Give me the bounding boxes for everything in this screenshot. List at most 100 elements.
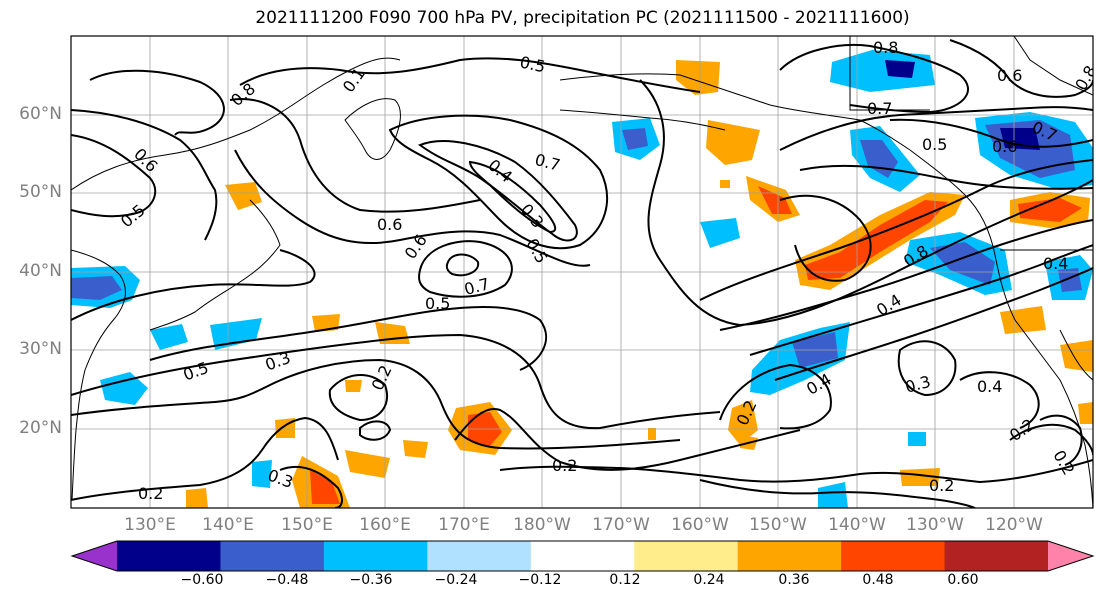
coastline-north-america [909,149,1093,508]
lat-label: 40°N [19,261,62,281]
map-content: 0.8 0.5 0.1 0.6 0.8 0.7 0.6 0.5 0.7 0.8 … [71,36,1093,508]
border-line [1013,36,1093,96]
contour-line [779,106,1093,151]
colorbar-cell [117,541,222,571]
precip-blob [310,470,340,504]
colorbar-tick-label: −0.12 [518,572,562,588]
colorbar-cell [427,541,532,571]
coastline-asia [71,57,401,191]
lat-label: 30°N [19,339,62,359]
colorbar-cell [841,541,946,571]
lat-label: 20°N [19,418,62,438]
precip-blob [648,428,656,440]
contour-line [234,149,591,267]
colorbar-tick-label: −0.60 [180,572,224,588]
precip-blob [885,60,915,78]
contour-line [719,219,1093,331]
precip-blob [210,318,262,350]
colorbar-cell [634,541,739,571]
contour-line [149,306,547,371]
precip-blob [700,218,740,248]
colorbar-tick-label: 0.24 [693,572,725,588]
colorbar-extend-right [1048,541,1093,571]
contour-line [89,69,225,136]
contour-label: 0.2 [929,476,954,495]
contour-label: 0.2 [552,456,577,475]
contour-label: 0.5 [425,294,450,313]
contour-line [699,159,1093,301]
contour-line [779,194,872,282]
border-line [1059,329,1093,381]
contour-line [774,267,1093,381]
contour-label: 0.6 [997,66,1022,85]
coastlines [71,36,1093,508]
contour-label: 0.7 [867,99,892,118]
precip-blob [1000,128,1040,150]
contour-line [1039,414,1083,466]
contour-line [719,363,832,430]
coastline-aleutians [559,109,726,131]
lon-label: 150°W [749,515,807,535]
precip-blob [1060,340,1093,372]
contour-label: 0.6 [992,137,1017,156]
contour-line [239,57,701,93]
contour-line [71,358,681,450]
precip-blob [345,380,362,392]
precip-blob [818,482,848,508]
lon-label: 120°W [985,515,1043,535]
coastline-kuril-japan [149,199,281,331]
contour-label: 0.5 [518,52,547,76]
contour-line [779,44,970,114]
contour-line [699,479,976,508]
lon-label: 170°E [438,515,490,535]
contour-line [71,333,721,430]
contour-label: 0.8 [873,38,898,57]
precip-blob [676,60,720,95]
precip-blob [71,276,122,300]
contour-line [1009,423,1093,456]
contour-label: 0.6 [377,215,402,234]
contour-line [71,109,218,241]
precip-blob [345,450,390,478]
contour-line [468,160,557,234]
contour-label: 0.2 [138,484,163,503]
colorbar-tick-label: −0.36 [349,572,393,588]
lat-label: 60°N [19,104,62,124]
coastline-alaska [559,73,911,151]
precip-blob [100,372,148,405]
colorbar-tick-label: 0.36 [778,572,810,588]
lon-label: 140°W [828,515,886,535]
contour-line [359,420,392,441]
map-frame [70,35,1094,509]
colorbar [70,540,1095,572]
contour-line [897,340,957,397]
precip-blob [1078,402,1093,424]
contour-line [499,459,1093,484]
contour-line [445,253,480,277]
precip-blob [900,468,940,486]
contour-line [889,118,1093,148]
contour-line [418,240,513,298]
precip-blob [403,440,428,458]
lon-label: 130°W [906,515,964,535]
contour-line [749,244,1093,356]
precip-blob [706,120,760,165]
contour-line [417,140,578,242]
contour-line [71,416,339,501]
precip-blob [728,400,758,445]
precip-blob [1018,198,1082,222]
precip-blob [908,432,926,446]
colorbar-extend-left [72,541,117,571]
contour-line [71,134,157,218]
map-title: 2021111200 F090 700 hPa PV, precipitatio… [255,8,910,28]
border-line [849,36,930,111]
contour-line [328,373,388,422]
lon-label: 160°E [359,515,411,535]
colorbar-cell [944,541,1049,571]
colorbar-tick-label: −0.24 [434,572,478,588]
contour-line [799,164,1093,190]
precip-blob [252,460,272,488]
precip-blob [622,128,648,150]
contour-line [949,39,1093,98]
